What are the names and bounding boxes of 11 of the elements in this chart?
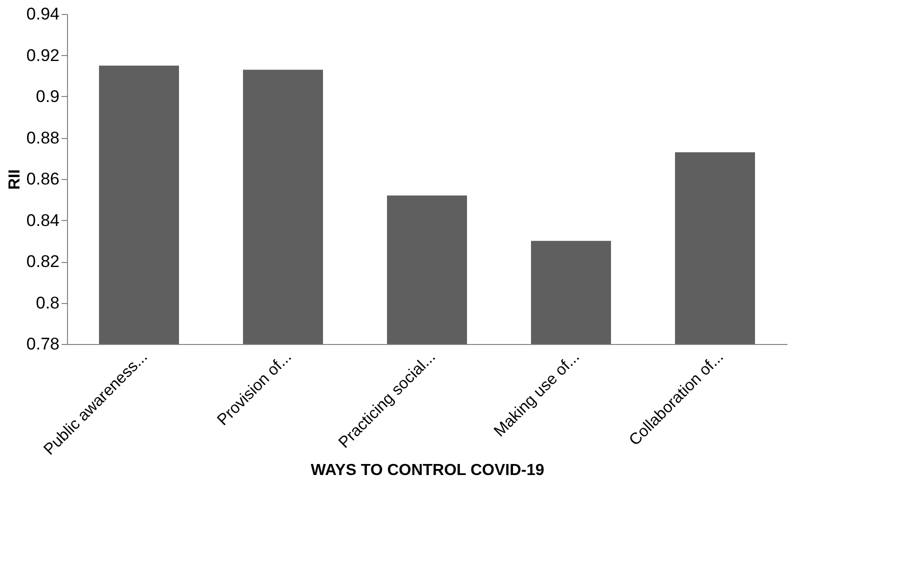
y-tick-label: 0.92 [26,46,60,65]
y-tick-label: 0.82 [26,252,60,271]
y-tick-label: 0.86 [26,170,60,188]
y-tick-label: 0.8 [36,293,60,312]
y-tick-label: 0.84 [26,210,60,230]
y-tick-label: 0.88 [26,128,60,148]
y-axis-title: RII [6,169,24,190]
x-axis-title: WAYS TO CONTROL COVID-19 [310,462,544,479]
y-tick-label: 0.94 [26,4,60,24]
y-tick-label: 0.9 [36,87,60,106]
y-tick-label: 0.78 [26,334,60,354]
